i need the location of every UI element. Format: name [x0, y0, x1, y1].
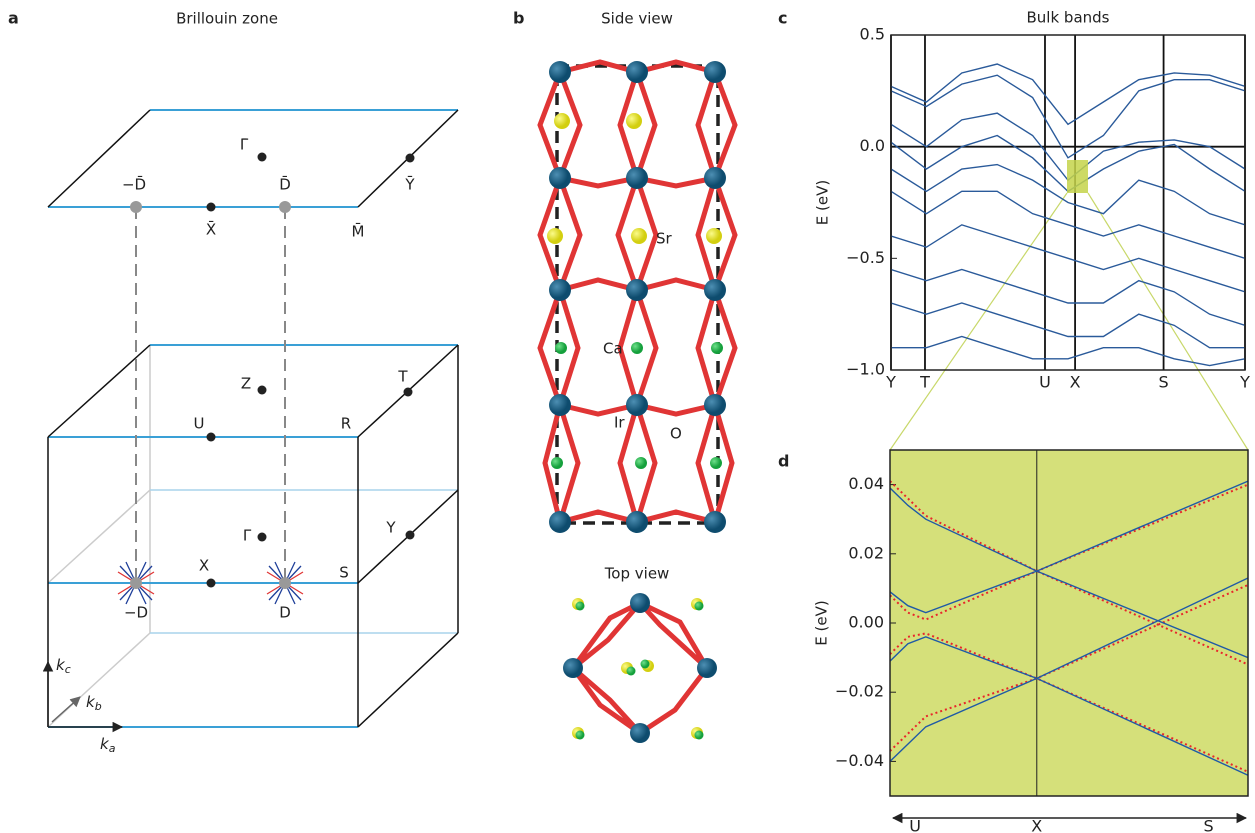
- atom-label: Ir: [614, 414, 625, 432]
- x-tick-label: T: [919, 373, 930, 392]
- x-tick-label: S: [1204, 817, 1214, 833]
- x-tick-label: X: [1070, 373, 1081, 392]
- x-tick-label: U: [909, 817, 921, 833]
- atom-label: Ca: [603, 340, 623, 358]
- y-tick-label: −0.5: [846, 248, 885, 267]
- point-label: T: [397, 368, 408, 386]
- band: [891, 64, 1245, 124]
- point-label: −D̄: [122, 175, 146, 194]
- point-label: S: [339, 564, 349, 582]
- band: [891, 270, 1245, 326]
- point-label: Ȳ: [404, 176, 415, 194]
- atom-label: Sr: [656, 230, 673, 248]
- zoom-box: [1067, 160, 1088, 193]
- x-tick-label: U: [1039, 373, 1051, 392]
- point-label: M̄: [352, 222, 365, 241]
- band: [891, 337, 1245, 366]
- point-label: X̄: [206, 220, 216, 239]
- axis-label: kb: [86, 693, 102, 714]
- panel-b: b Side view Sr Ca Ir O Top view: [513, 9, 735, 744]
- x-tick-label: Y: [885, 373, 896, 392]
- point-label: D̄: [279, 175, 291, 194]
- band: [891, 225, 1245, 292]
- panel-title: Top view: [604, 565, 670, 583]
- point-label: Y: [385, 519, 396, 537]
- atom-label: O: [670, 425, 682, 443]
- chart-title: Bulk bands: [1027, 9, 1110, 27]
- axis-label: kc: [56, 656, 71, 677]
- y-tick-label: 0.04: [848, 474, 884, 493]
- k-point-labels: Γ̄ Ȳ −D̄ X̄ D̄ M̄ Z T U R Γ Y X S −D D: [122, 136, 415, 622]
- panel-label: b: [513, 9, 524, 28]
- point-label: Z: [241, 375, 251, 393]
- zoom-lines: [890, 193, 1248, 450]
- k-points: [130, 153, 415, 590]
- y-axis-label: E (eV): [813, 600, 831, 645]
- surface-zone: [48, 110, 458, 207]
- panel-label: c: [778, 9, 787, 28]
- panel-title: Side view: [601, 10, 673, 28]
- point-label: D: [279, 604, 291, 622]
- x-tick-label: S: [1159, 373, 1169, 392]
- point-label: X: [199, 557, 209, 575]
- point-label: U: [194, 415, 205, 433]
- point-label: Γ: [243, 527, 252, 545]
- point-label: −D: [124, 604, 148, 622]
- y-tick-label: −1.0: [846, 360, 885, 379]
- panel-label: a: [8, 9, 19, 28]
- y-tick-label: 0.5: [860, 25, 885, 44]
- bulk-zone: [48, 345, 458, 727]
- band: [891, 191, 1245, 258]
- projection-lines: [136, 207, 285, 583]
- x-tick-label: X: [1031, 817, 1042, 833]
- panel-label: d: [778, 452, 789, 471]
- y-tick-label: 0.0: [860, 136, 885, 155]
- panel-c: c: [778, 9, 787, 28]
- chart: E (eV) 0.04 0.02 0.00 −0.02 −0.04 U X S: [813, 450, 1249, 833]
- x-tick-label: Y: [1239, 373, 1250, 392]
- y-tick-label: 0.02: [848, 543, 884, 562]
- band: [891, 303, 1245, 348]
- figure: a Brillouin zone Γ̄ Ȳ −D̄ X̄ D̄ M̄ Z T U…: [0, 0, 1255, 833]
- panel-title: Brillouin zone: [176, 10, 278, 28]
- panel-a: a Brillouin zone Γ̄ Ȳ −D̄ X̄ D̄ M̄ Z T U…: [8, 9, 458, 756]
- axis-label: ka: [100, 735, 116, 756]
- point-label: Γ̄: [240, 136, 249, 154]
- top-view: [563, 593, 717, 743]
- k-axes: kc kb ka: [48, 656, 122, 756]
- y-tick-label: 0.00: [848, 613, 884, 632]
- y-tick-label: −0.04: [835, 751, 884, 770]
- y-tick-label: −0.02: [835, 682, 884, 701]
- plot-background: [890, 450, 1248, 796]
- point-label: R: [341, 415, 351, 433]
- y-axis-label: E (eV): [814, 180, 832, 225]
